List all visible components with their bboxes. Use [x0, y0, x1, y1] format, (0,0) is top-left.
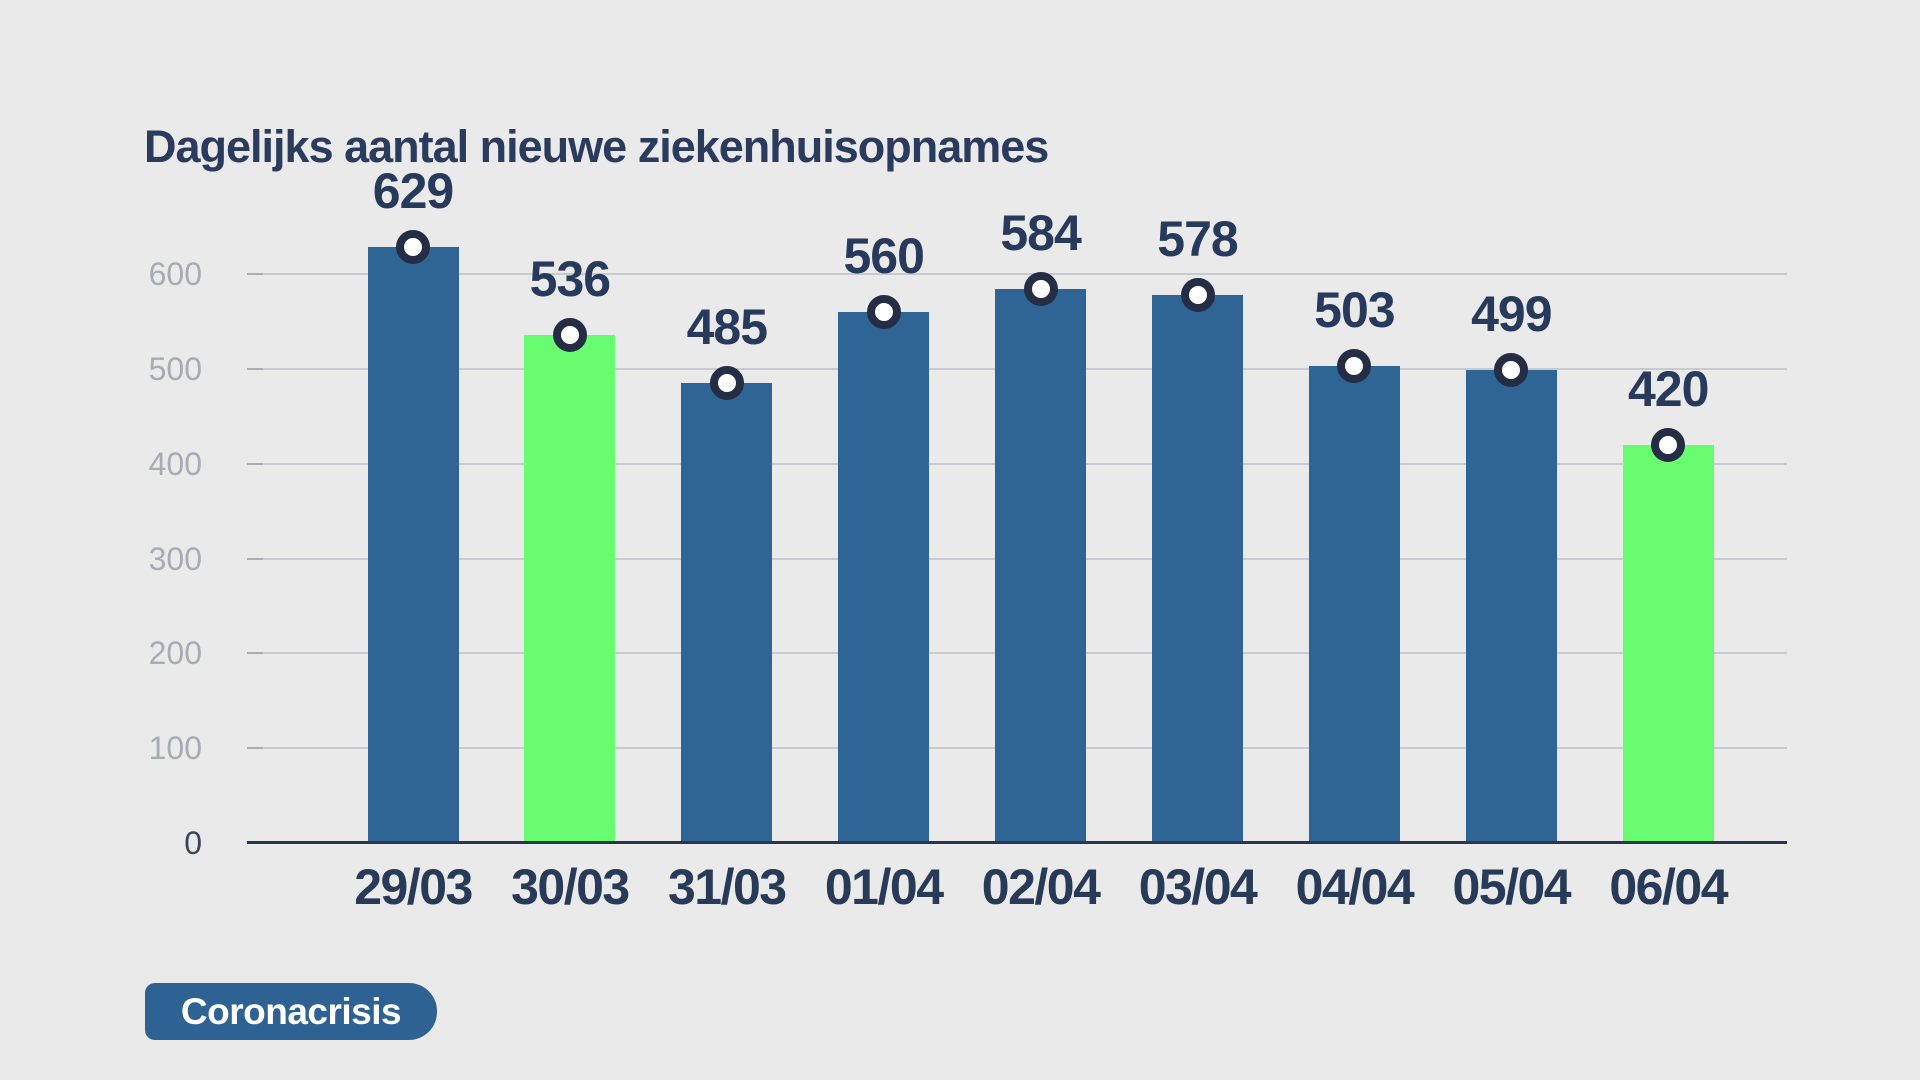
point-marker — [1494, 352, 1529, 387]
x-axis-label: 29/03 — [354, 859, 473, 915]
point-marker — [1180, 278, 1215, 313]
bar-value-label: 629 — [372, 162, 454, 219]
y-axis-tick-label: 500 — [148, 351, 202, 387]
bar-value-label: 485 — [686, 299, 768, 356]
x-axis-label: 30/03 — [511, 859, 630, 915]
y-axis-tick-label: 600 — [148, 256, 202, 293]
x-axis-label: 01/04 — [824, 859, 944, 915]
bar-value-label: 578 — [1157, 211, 1238, 268]
y-axis-tick — [247, 368, 263, 370]
point-marker — [866, 295, 901, 330]
y-axis-tick-label: 0 — [184, 825, 202, 861]
chart-bar: 578 — [1152, 214, 1243, 843]
bar-value-label: 560 — [843, 228, 924, 285]
y-axis-tick — [247, 652, 263, 655]
chart-bar: 560 — [838, 231, 930, 843]
chart-bar: 629 — [367, 166, 459, 843]
x-axis-label: 06/04 — [1609, 859, 1728, 915]
point-marker — [709, 366, 744, 401]
x-axis-label: 04/04 — [1295, 859, 1415, 915]
y-axis-tick — [247, 273, 263, 276]
x-axis-label: 02/04 — [981, 859, 1101, 915]
y-axis-tick-label: 100 — [148, 730, 202, 767]
bar-value-label: 584 — [1000, 205, 1081, 262]
y-axis-tick — [247, 462, 263, 465]
y-axis-tick — [247, 747, 263, 750]
point-marker — [396, 229, 430, 264]
chart-bar: 420 — [1622, 364, 1714, 843]
point-marker — [1337, 349, 1372, 384]
y-axis-tick-label: 200 — [148, 635, 202, 672]
y-axis-tick-label: 300 — [148, 540, 202, 577]
chart-bar: 584 — [995, 208, 1087, 843]
chart-bar: 536 — [524, 254, 616, 843]
bar-value-label: 503 — [1314, 282, 1395, 339]
bar-value-label: 499 — [1471, 285, 1552, 342]
badge-label: Coronacrisis — [180, 990, 402, 1032]
point-marker — [1651, 427, 1686, 462]
x-axis-label: 03/04 — [1138, 859, 1258, 915]
y-axis-tick-label: 400 — [148, 445, 202, 482]
x-axis-line — [247, 841, 1787, 844]
x-axis-label: 31/03 — [667, 859, 787, 915]
bar-value-label: 420 — [1627, 360, 1709, 417]
point-marker — [552, 317, 587, 352]
chart-bar: 485 — [681, 302, 773, 843]
chart-title: Dagelijks aantal nieuwe ziekenhuisopname… — [144, 121, 1049, 172]
chart-bar: 499 — [1465, 289, 1557, 843]
y-axis-tick — [247, 557, 263, 560]
gridline — [247, 273, 1787, 276]
point-marker — [1023, 272, 1058, 307]
bar-value-label: 536 — [529, 250, 611, 307]
chart-bar: 503 — [1308, 285, 1400, 843]
x-axis-label: 05/04 — [1452, 859, 1571, 915]
coronacrisis-badge: Coronacrisis — [145, 983, 437, 1040]
